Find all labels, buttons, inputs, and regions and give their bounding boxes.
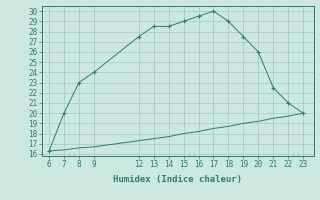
X-axis label: Humidex (Indice chaleur): Humidex (Indice chaleur): [113, 175, 242, 184]
